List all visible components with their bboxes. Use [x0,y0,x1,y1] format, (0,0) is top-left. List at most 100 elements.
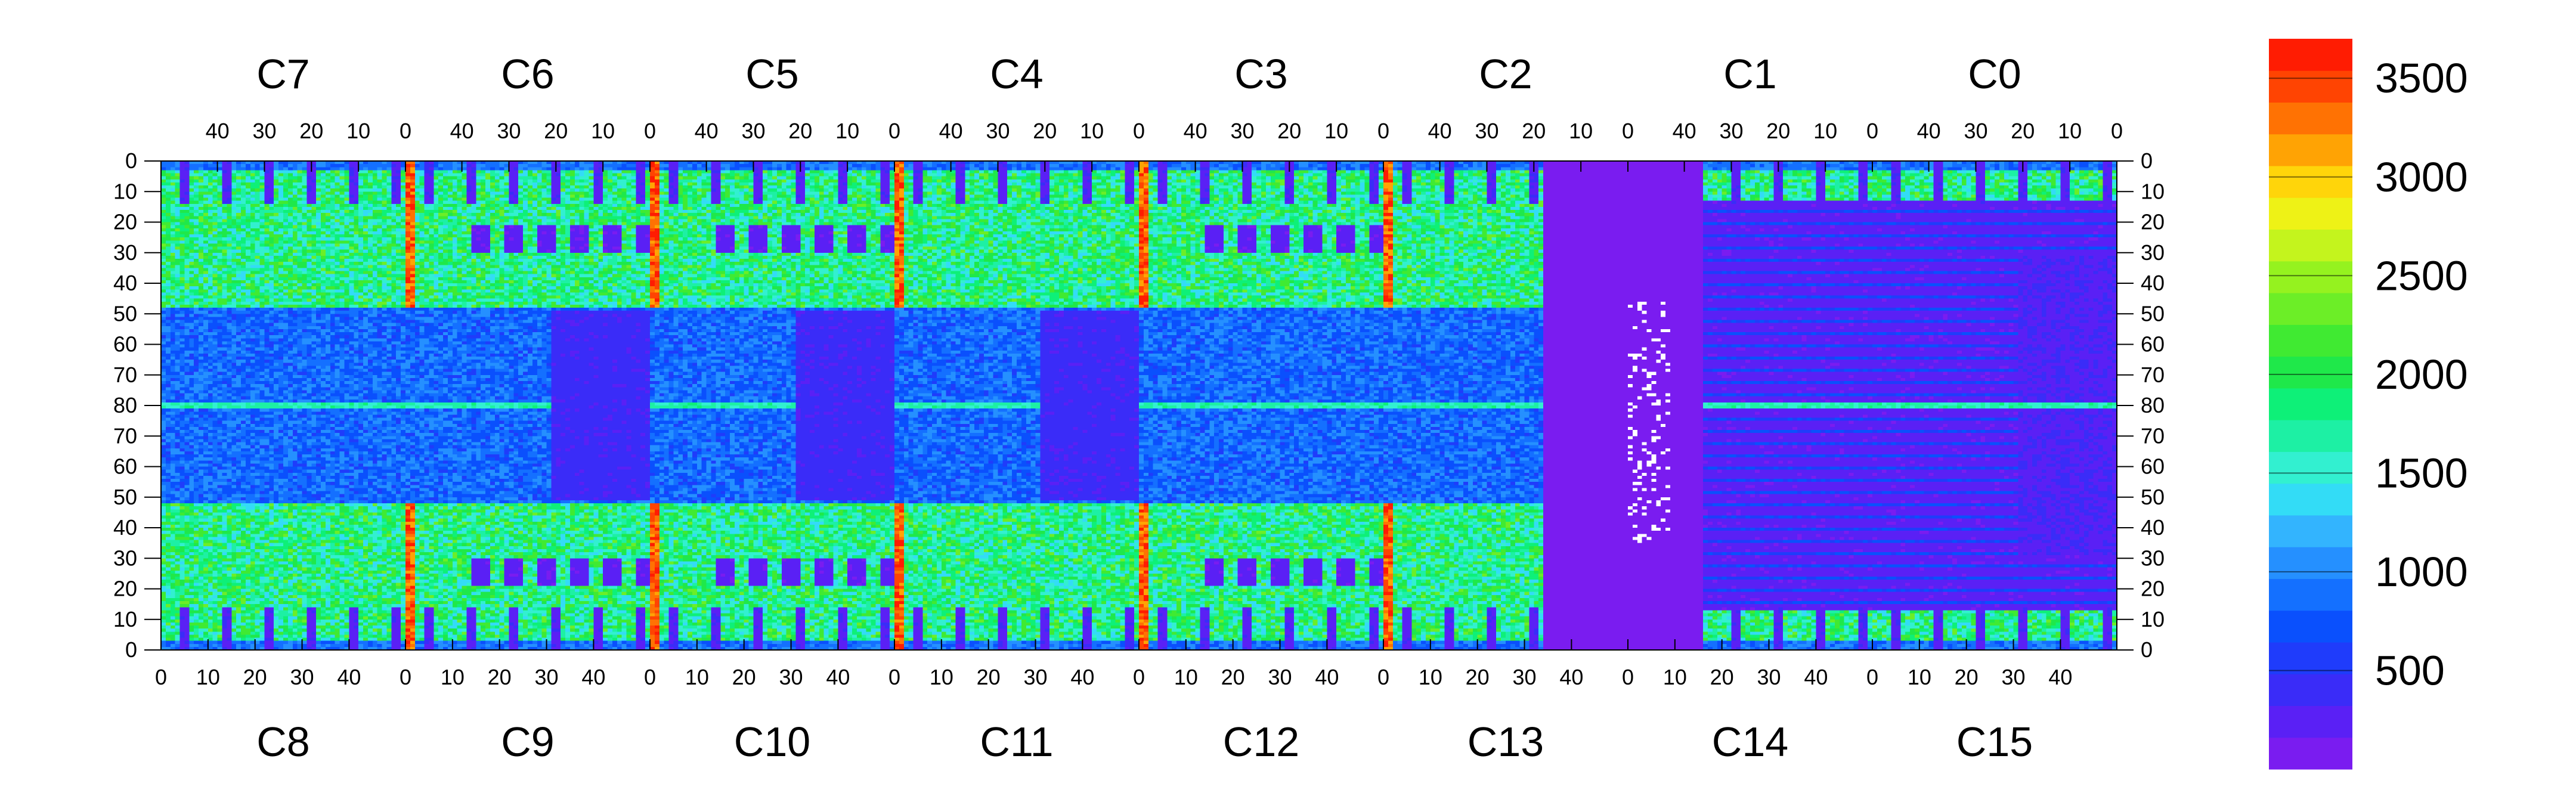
bottom-axis-tick-label: 40 [1559,665,1583,689]
left-axis-tick-label: 0 [125,148,137,173]
left-axis-tick-label: 60 [113,332,137,357]
chip-label-bottom: C15 [1956,719,2033,765]
top-axis-tick-label: 30 [1475,119,1498,143]
bottom-axis-tick-label: 30 [1024,665,1048,689]
top-axis-tick-label: 10 [2058,119,2082,143]
top-axis-tick-label: 20 [2011,119,2035,143]
chip-label-bottom: C8 [256,719,309,765]
bottom-axis-tick-label: 30 [1513,665,1537,689]
left-axis-tick-label: 30 [113,240,137,265]
tick-label-layer: 40 30 20 10 0 0 10 20 30 40 40 30 20 10 0 0 10 20 30 40 40 30… [113,119,2165,689]
colorbar-swatch [2269,578,2352,611]
right-axis-tick-label: 50 [2141,485,2165,509]
top-axis-tick-label: 0 [644,119,656,143]
right-axis-tick-label: 10 [2141,607,2165,631]
colorbar-swatch [2269,705,2352,738]
colorbar-swatch [2269,547,2352,579]
colorbar-swatch [2269,70,2352,103]
right-axis-tick-label: 60 [2141,332,2165,357]
bottom-axis-tick-label: 30 [290,665,314,689]
top-axis-tick-label: 0 [888,119,900,143]
bottom-axis-tick-label: 20 [488,665,512,689]
left-axis-tick-label: 50 [113,301,137,326]
colorbar-tick-label: 2500 [2375,252,2468,299]
chip-label-bottom: C13 [1467,719,1544,765]
chip-label-top: C5 [745,51,798,97]
top-axis-tick-label: 10 [1324,119,1348,143]
colorbar-tick-label: 3500 [2375,55,2468,101]
bottom-axis-tick-label: 40 [337,665,361,689]
bottom-axis-tick-label: 30 [535,665,559,689]
top-axis-tick-label: 10 [1080,119,1104,143]
top-axis-tick-label: 0 [1866,119,1878,143]
bottom-axis-tick-label: 40 [1804,665,1828,689]
chip-label-top: C0 [1968,51,2021,97]
colorbar-swatch [2269,642,2352,674]
top-axis-tick-label: 30 [986,119,1010,143]
bottom-axis-tick-label: 30 [1757,665,1781,689]
top-axis-tick-label: 40 [1673,119,1696,143]
top-axis-tick-label: 20 [1766,119,1790,143]
left-axis-tick-label: 20 [113,210,137,234]
colorbar-swatch [2269,483,2352,516]
top-axis-tick-label: 10 [1813,119,1837,143]
left-axis-tick-label: 40 [113,271,137,295]
bottom-axis-tick-label: 20 [1466,665,1490,689]
bottom-axis-tick-label: 0 [888,665,900,689]
bottom-axis-tick-label: 20 [1221,665,1245,689]
chip-label-top: C3 [1234,51,1287,97]
bottom-axis-tick-label: 10 [685,665,709,689]
right-axis-tick-label: 60 [2141,454,2165,479]
bottom-axis-tick-label: 30 [2002,665,2026,689]
bottom-axis-tick-label: 0 [155,665,167,689]
colorbar-swatch [2269,324,2352,357]
top-axis-tick-label: 30 [741,119,765,143]
bottom-axis-tick-label: 10 [1419,665,1442,689]
top-axis-tick-label: 40 [1917,119,1941,143]
top-axis-tick-label: 10 [591,119,615,143]
bottom-axis-tick-label: 40 [826,665,850,689]
bottom-axis-tick-label: 20 [732,665,756,689]
top-axis-tick-label: 0 [1377,119,1389,143]
top-axis-tick-label: 40 [1184,119,1208,143]
colorbar-swatch [2269,356,2352,389]
heatmap-image [161,161,2117,650]
colorbar-swatch [2269,229,2352,262]
right-axis-tick-label: 20 [2141,577,2165,601]
colorbar-swatch [2269,39,2352,71]
right-axis-tick-label: 40 [2141,515,2165,540]
colorbar-swatch [2269,293,2352,325]
right-axis-tick-label: 0 [2141,637,2153,662]
chip-label-bottom: C12 [1223,719,1299,765]
top-axis-tick-label: 20 [544,119,568,143]
left-axis-tick-label: 10 [113,607,137,631]
top-axis-tick-label: 20 [1522,119,1546,143]
bottom-axis-tick-label: 10 [930,665,953,689]
right-axis-tick-label: 30 [2141,240,2165,265]
colorbar-swatch [2269,388,2352,420]
left-axis-tick-label: 70 [113,423,137,448]
left-axis-tick-label: 80 [113,393,137,417]
bottom-axis-tick-label: 20 [977,665,1001,689]
top-axis-tick-label: 0 [2111,119,2123,143]
chip-label-top: C6 [501,51,554,97]
top-axis-tick-label: 30 [497,119,521,143]
colorbar-tick-label: 1000 [2375,549,2468,595]
right-axis-tick-label: 70 [2141,363,2165,387]
bottom-axis-tick-label: 0 [1133,665,1145,689]
top-axis-tick-label: 10 [1569,119,1593,143]
bottom-axis-tick-label: 30 [779,665,803,689]
left-axis-tick-label: 40 [113,515,137,540]
chip-label-bottom: C10 [734,719,810,765]
right-axis-tick-label: 20 [2141,210,2165,234]
colorbar-swatch [2269,261,2352,293]
colorbar-swatch [2269,737,2352,770]
top-axis-tick-label: 20 [1033,119,1057,143]
colorbar-swatch [2269,515,2352,547]
right-axis-tick-label: 10 [2141,179,2165,203]
left-axis-tick-label: 60 [113,454,137,479]
colorbar-swatch [2269,451,2352,484]
bottom-axis-tick-label: 0 [1377,665,1389,689]
colorbar-tick-label: 1500 [2375,450,2468,496]
